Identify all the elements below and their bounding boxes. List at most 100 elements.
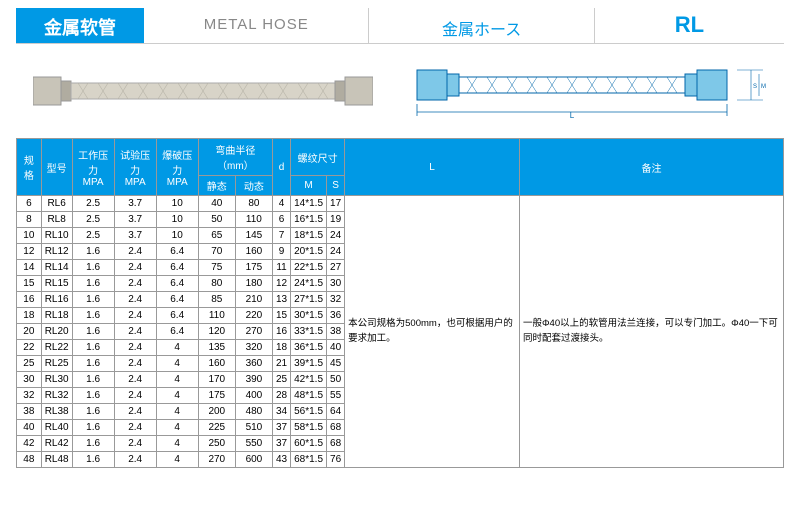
table-cell: 18*1.5 [291, 228, 327, 244]
table-cell: 6.4 [156, 276, 198, 292]
table-cell: 12 [17, 244, 42, 260]
table-cell: 85 [198, 292, 235, 308]
table-cell: 2.4 [114, 324, 156, 340]
table-cell: 1.6 [72, 308, 114, 324]
table-cell: 6 [17, 196, 42, 212]
table-cell: 2.5 [72, 228, 114, 244]
col-bend-dynamic: 动态 [235, 176, 272, 196]
table-cell: 6.4 [156, 292, 198, 308]
table-cell: 10 [156, 196, 198, 212]
table-cell: 225 [198, 420, 235, 436]
table-cell: 1.6 [72, 276, 114, 292]
table-cell: 42 [17, 436, 42, 452]
table-cell: 36*1.5 [291, 340, 327, 356]
table-cell: 19 [327, 212, 345, 228]
table-cell: 2.4 [114, 372, 156, 388]
table-cell: 80 [235, 196, 272, 212]
table-cell: 2.4 [114, 436, 156, 452]
table-cell: 42*1.5 [291, 372, 327, 388]
table-cell: RL16 [41, 292, 72, 308]
table-cell: 10 [17, 228, 42, 244]
table-cell: 135 [198, 340, 235, 356]
table-cell: 4 [156, 404, 198, 420]
table-cell: 110 [198, 308, 235, 324]
table-cell: 11 [272, 260, 290, 276]
col-d: d [272, 139, 290, 196]
table-cell: 17 [327, 196, 345, 212]
table-cell: 2.4 [114, 308, 156, 324]
table-cell: 39*1.5 [291, 356, 327, 372]
table-cell: 270 [198, 452, 235, 468]
table-cell: 3.7 [114, 196, 156, 212]
table-cell: 65 [198, 228, 235, 244]
table-cell: 1.6 [72, 404, 114, 420]
col-thread-m: M [291, 176, 327, 196]
table-cell: 6.4 [156, 308, 198, 324]
table-cell: 270 [235, 324, 272, 340]
table-cell: 12 [272, 276, 290, 292]
table-cell: 48*1.5 [291, 388, 327, 404]
table-cell: 36 [327, 308, 345, 324]
image-row: L S M [0, 44, 800, 138]
title-cn: 金属软管 [16, 8, 144, 43]
table-cell: 58*1.5 [291, 420, 327, 436]
table-cell: 480 [235, 404, 272, 420]
table-cell: RL32 [41, 388, 72, 404]
table-cell: 4 [156, 372, 198, 388]
col-bend: 弯曲半径（mm） [198, 139, 272, 176]
table-cell: 220 [235, 308, 272, 324]
table-cell: 34 [272, 404, 290, 420]
table-cell: 22*1.5 [291, 260, 327, 276]
table-cell: 2.4 [114, 356, 156, 372]
table-cell: RL6 [41, 196, 72, 212]
table-cell: 320 [235, 340, 272, 356]
table-cell: 1.6 [72, 356, 114, 372]
table-cell: 170 [198, 372, 235, 388]
table-cell: 76 [327, 452, 345, 468]
table-cell: 400 [235, 388, 272, 404]
table-cell: 160 [198, 356, 235, 372]
table-cell: 40 [17, 420, 42, 436]
table-cell: RL14 [41, 260, 72, 276]
table-cell: 16 [17, 292, 42, 308]
table-cell: RL10 [41, 228, 72, 244]
table-cell: 25 [17, 356, 42, 372]
table-cell: 13 [272, 292, 290, 308]
table-cell: 28 [272, 388, 290, 404]
table-cell: 6.4 [156, 260, 198, 276]
col-tp: 试验压力 MPA [114, 139, 156, 196]
table-row: 6RL62.53.7104080414*1.517本公司规格为500mm，也可根… [17, 196, 784, 212]
col-wp: 工作压力 MPA [72, 139, 114, 196]
table-cell: RL25 [41, 356, 72, 372]
table-cell: 175 [235, 260, 272, 276]
table-cell: 4 [156, 420, 198, 436]
table-cell: 68*1.5 [291, 452, 327, 468]
table-cell: 600 [235, 452, 272, 468]
table-cell: 1.6 [72, 436, 114, 452]
table-cell: RL42 [41, 436, 72, 452]
table-cell: 38 [17, 404, 42, 420]
title-en: METAL HOSE [144, 8, 369, 43]
table-cell: 2.4 [114, 452, 156, 468]
table-cell: 38 [327, 324, 345, 340]
col-thread: 螺纹尺寸 [291, 139, 345, 176]
table-cell: 27 [327, 260, 345, 276]
table-cell: 2.4 [114, 340, 156, 356]
table-cell: 37 [272, 420, 290, 436]
table-cell: 1.6 [72, 340, 114, 356]
table-cell: 2.4 [114, 388, 156, 404]
table-cell: 2.4 [114, 420, 156, 436]
col-L: L [345, 139, 520, 196]
table-cell: 60*1.5 [291, 436, 327, 452]
col-remark: 备注 [519, 139, 783, 196]
table-cell: 50 [327, 372, 345, 388]
page-header: 金属软管 METAL HOSE 金属ホース RL [16, 8, 784, 44]
table-cell: 43 [272, 452, 290, 468]
table-cell: 27*1.5 [291, 292, 327, 308]
table-cell: 22 [17, 340, 42, 356]
table-head: 规格 型号 工作压力 MPA 试验压力 MPA 爆破压力 MPA 弯曲半径（mm… [17, 139, 784, 196]
spec-table-wrap: 规格 型号 工作压力 MPA 试验压力 MPA 爆破压力 MPA 弯曲半径（mm… [0, 138, 800, 478]
col-bend-static: 静态 [198, 176, 235, 196]
table-cell: 550 [235, 436, 272, 452]
table-cell: 25 [272, 372, 290, 388]
